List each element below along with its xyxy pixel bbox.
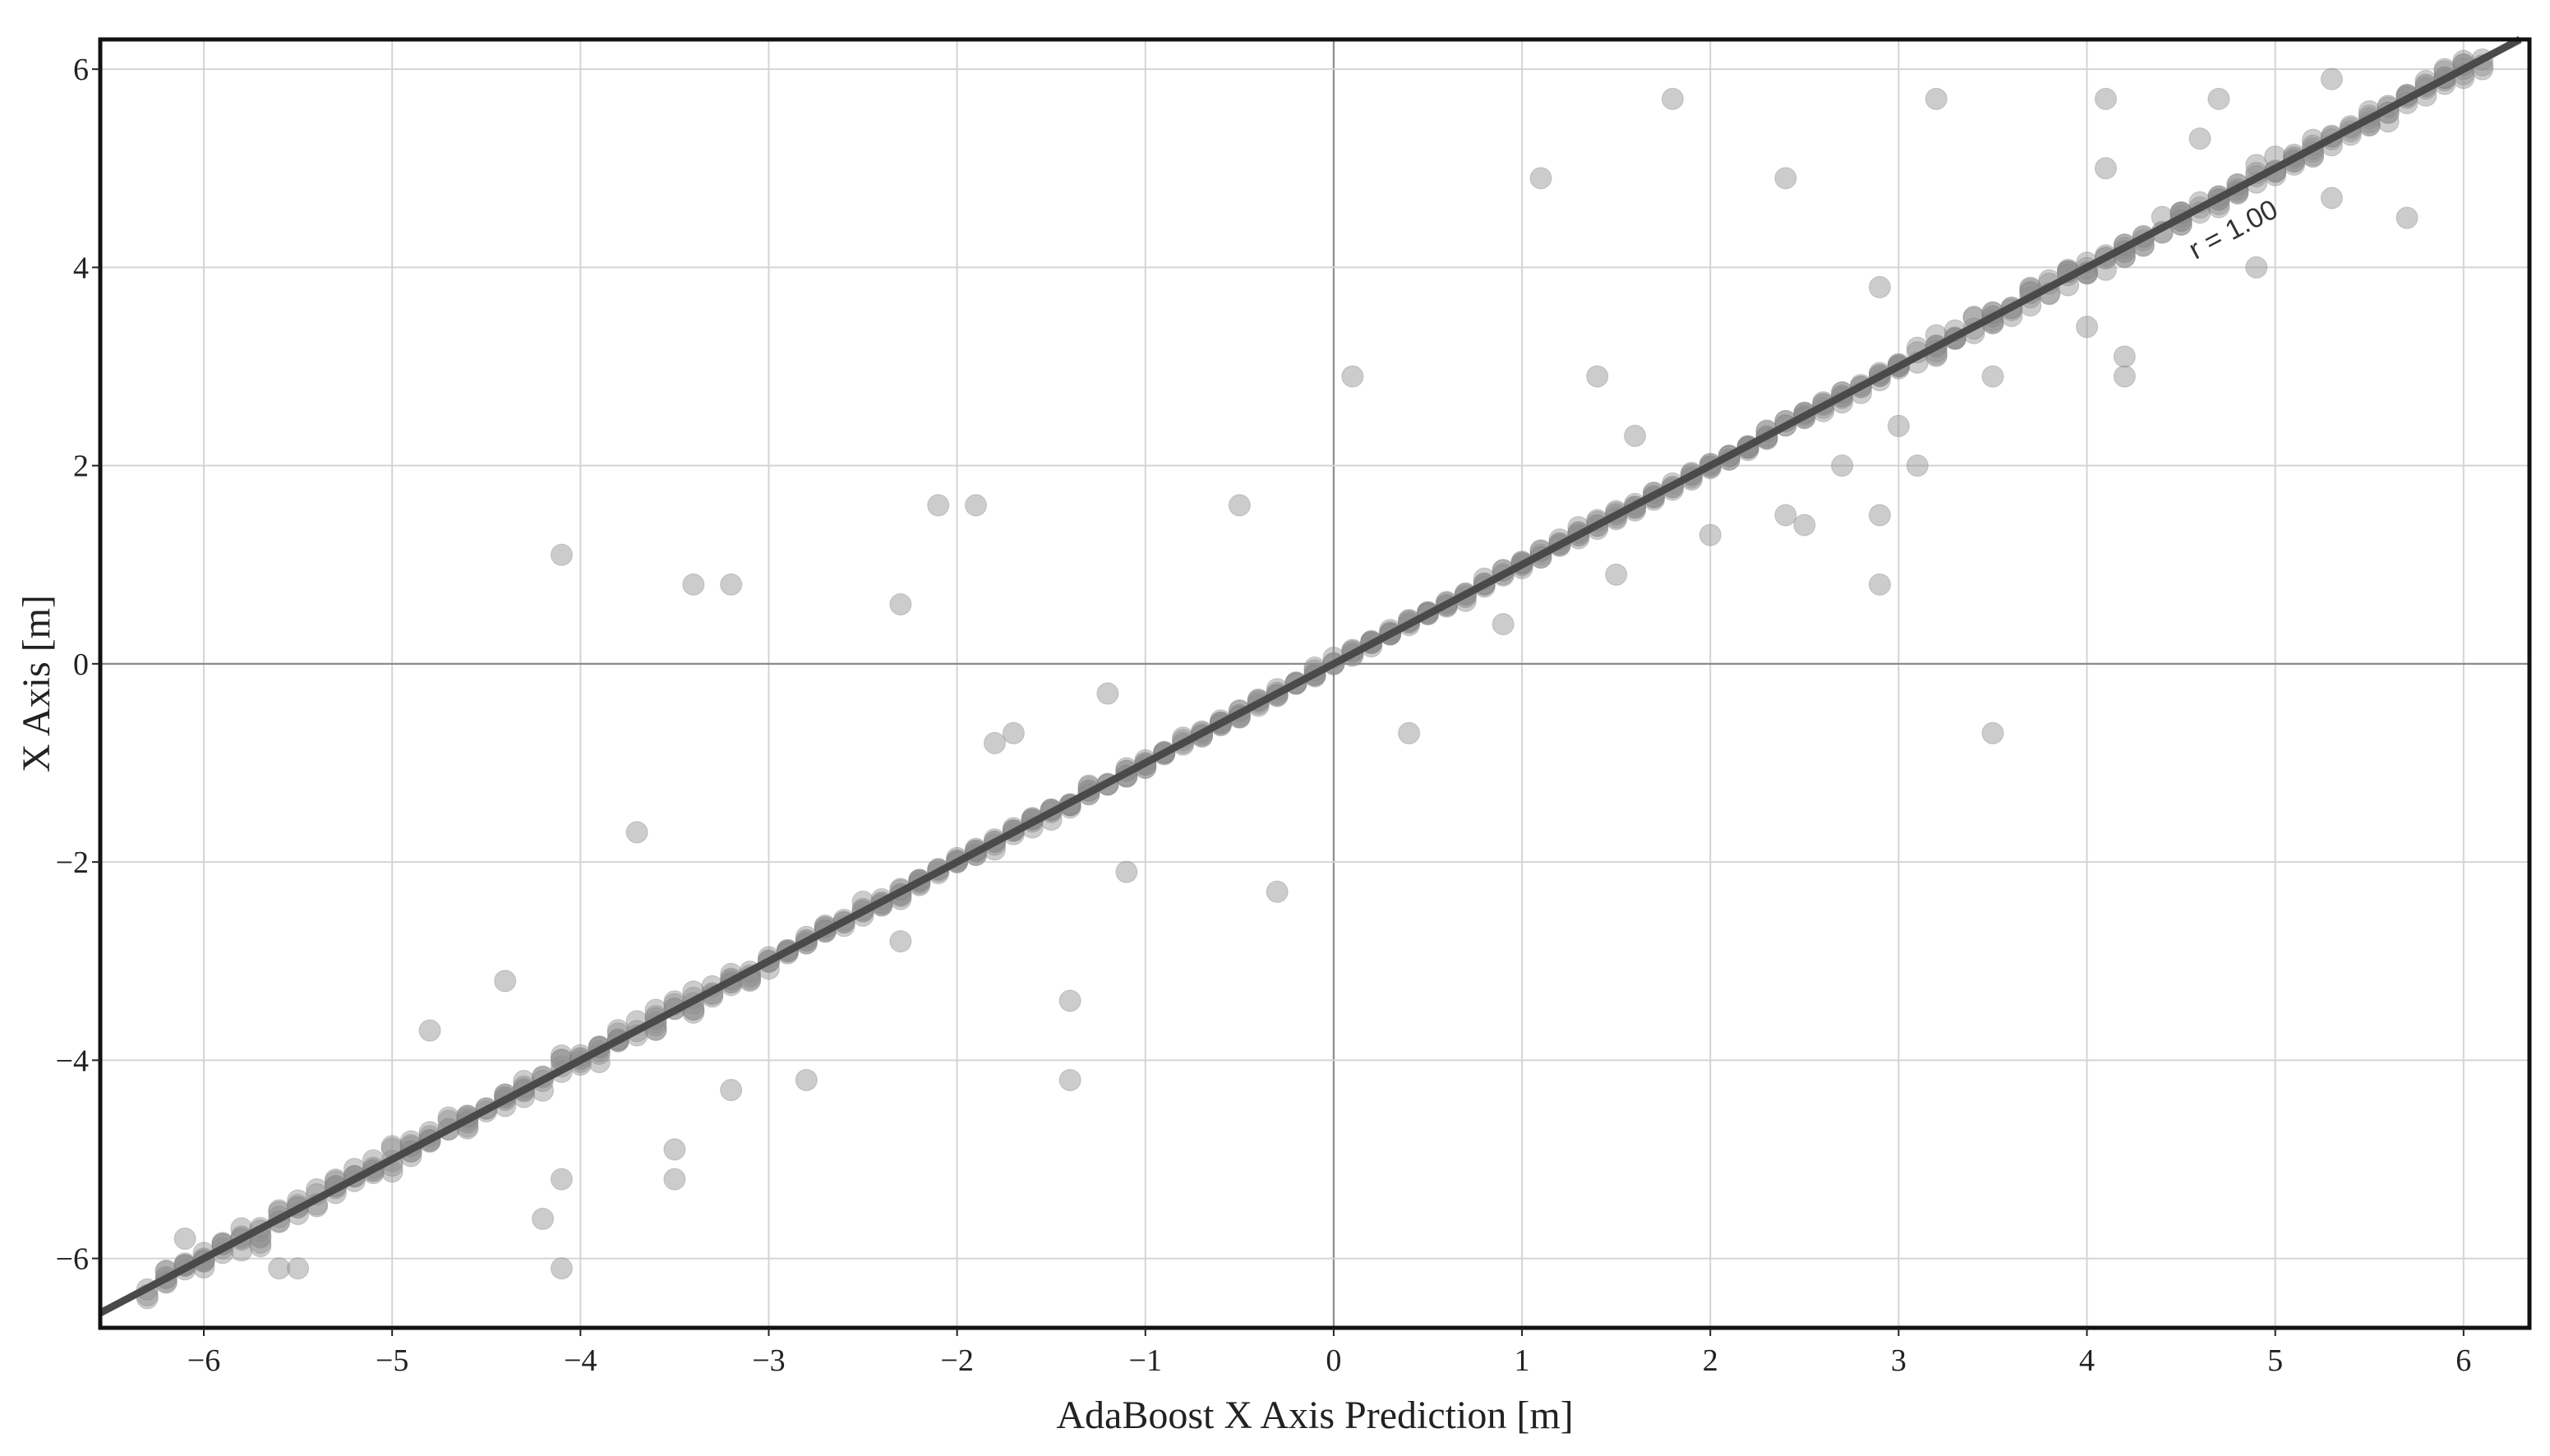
scatter-point [287,1257,310,1280]
scatter-point [1058,989,1081,1012]
scatter-point [2094,157,2117,180]
scatter-point [1624,424,1647,447]
scatter-point [1266,880,1289,903]
y-tick-label: 4 [73,251,89,285]
x-tick-label: −4 [564,1343,597,1378]
scatter-point [682,573,705,596]
scatter-point [2113,365,2136,388]
scatter-point [1831,454,1854,477]
y-tick-label: 6 [73,53,89,87]
grid [100,39,2529,1328]
scatter-point [1115,860,1138,883]
scatter-point [531,1207,554,1230]
scatter-point [1774,167,1797,190]
scatter-point [1887,414,1910,437]
x-tick-label: 0 [1326,1343,1341,1378]
scatter-point [965,494,988,517]
scatter-point [1002,721,1025,744]
scatter-point [1341,365,1364,388]
scatter-point [494,970,517,993]
x-axis-label: AdaBoost X Axis Prediction [m] [1056,1394,1573,1437]
scatter-point [1058,1068,1081,1091]
scatter-point [889,930,912,953]
scatter-point [1586,365,1609,388]
scatter-point [268,1257,291,1280]
scatter-point [2094,87,2117,110]
scatter-point [2320,187,2343,210]
y-axis-ticks: −6 −4 −2 0 2 4 6 [56,53,100,1277]
scatter-point [2320,67,2343,90]
x-tick-label: 3 [1891,1343,1907,1378]
x-tick-label: 5 [2267,1343,2283,1378]
y-tick-label: −4 [56,1044,89,1078]
y-tick-label: 2 [73,449,89,484]
scatter-point [795,1068,818,1091]
scatter-point [927,494,950,517]
x-tick-label: 1 [1515,1343,1530,1378]
scatter-point [1981,365,2004,388]
scatter-point [663,1138,686,1161]
scatter-point [173,1227,196,1250]
scatter-point [1605,563,1628,586]
scatter-point [720,1079,743,1102]
scatter-point [2207,87,2230,110]
fit-line [98,36,2522,1316]
scatter-point [249,1235,272,1258]
x-tick-label: −1 [1129,1343,1162,1378]
scatter-point [2076,316,2099,339]
scatter-point [1398,721,1421,744]
x-tick-label: −6 [187,1343,220,1378]
x-tick-label: 2 [1703,1343,1718,1378]
x-tick-label: 4 [2079,1343,2095,1378]
scatter-point [1661,87,1684,110]
x-tick-label: −3 [752,1343,785,1378]
scatter-point [1228,494,1251,517]
scatter-point [1981,721,2004,744]
scatter-point [1492,613,1515,636]
scatter-point [1096,682,1119,705]
scatter-point [2396,206,2419,229]
y-tick-label: −6 [56,1242,89,1277]
x-tick-label: −5 [376,1343,408,1378]
scatter-point [663,1168,686,1191]
scatter-point [1529,167,1552,190]
fit-line-group [98,36,2522,1316]
y-tick-label: −2 [56,845,89,880]
scatter-point [1793,514,1816,537]
scatter-point [2188,127,2211,150]
x-tick-label: 6 [2455,1343,2471,1378]
x-axis-ticks: −6 −5 −4 −3 −2 −1 0 1 2 3 4 5 6 [187,1328,2471,1378]
x-tick-label: −2 [940,1343,973,1378]
scatter-point [1868,276,1891,299]
y-tick-label: 0 [73,647,89,682]
scatter-point [2113,345,2136,368]
scatter-point [1925,87,1948,110]
scatter-point [1868,504,1891,527]
scatter-point [2245,256,2268,279]
scatter-point [550,1257,573,1280]
scatter-point [983,731,1006,754]
scatter-point [1774,504,1797,527]
y-axis-label: X Axis [m] [15,595,58,772]
scatter-point [550,1168,573,1191]
scatter-point [889,593,912,616]
plot-frame [98,37,2532,1330]
scatter-point [418,1019,441,1042]
scatter-point [1699,523,1722,546]
scatter-point [625,821,648,844]
scatter-point [1906,454,1929,477]
scatter-point [1868,573,1891,596]
scatter-point [550,543,573,566]
scatter-point [720,573,743,596]
